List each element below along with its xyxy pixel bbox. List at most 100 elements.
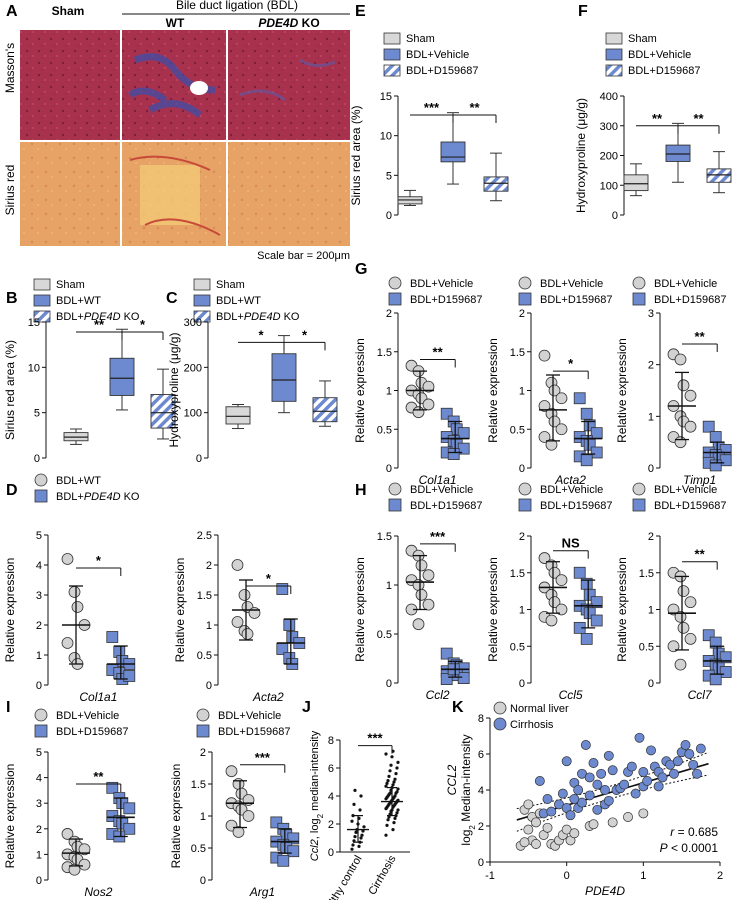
significance-label: ** xyxy=(695,547,706,562)
y-tick-label: 2 xyxy=(36,620,42,632)
data-point-circle xyxy=(71,601,84,613)
gene-label: Timp1 xyxy=(683,473,716,487)
data-point-circle xyxy=(538,552,551,564)
y-tick-label: 8 xyxy=(478,713,484,725)
y-tick-label: 4 xyxy=(36,773,42,785)
panel-c: C Sham BDL+WT BDL+PDE4D KO 0 100 200 300Hydroxy… xyxy=(166,278,338,465)
y-tick-label: 2 xyxy=(36,824,42,836)
point-cirrhosis xyxy=(534,776,545,786)
panel-f: F Sham BDL+Vehicle BDL+D159687 0 100 200 300 400… xyxy=(574,3,732,222)
data-point-square xyxy=(123,802,136,815)
point-cirrhosis xyxy=(592,804,603,815)
y-tick-label: 1 xyxy=(386,580,392,592)
data-point xyxy=(384,784,388,788)
point-cirrhosis xyxy=(561,756,572,767)
y-tick-label: 2 xyxy=(386,308,392,320)
legend-text: BDL+Vehicle xyxy=(654,278,717,290)
data-point xyxy=(396,787,400,791)
legend-marker-circle xyxy=(632,276,646,290)
data-point-square xyxy=(719,666,732,678)
y-axis-label: Relative expression xyxy=(173,558,187,663)
data-point-square xyxy=(580,454,593,467)
legend-label-2: BDL+D159687 xyxy=(628,65,700,77)
data-point-circle xyxy=(684,389,697,402)
data-point xyxy=(357,844,361,849)
significance-label: *** xyxy=(430,529,446,544)
header-ko-suffix: KO xyxy=(298,16,319,30)
y-tick-label: 0.5 xyxy=(510,424,525,436)
legend-label-1: BDL+Vehicle xyxy=(406,49,469,61)
y-tick-label: 5 xyxy=(34,408,40,420)
data-point-square xyxy=(123,822,136,835)
point-normal-liver xyxy=(523,799,534,810)
legend-text-italic: PDE4D xyxy=(244,311,281,323)
legend-label-1: BDL+WT xyxy=(56,295,101,307)
y-tick-label: 3 xyxy=(648,308,654,320)
legend-swatch-1 xyxy=(605,48,623,61)
data-point-square xyxy=(106,781,119,794)
y-tick-label: 1 xyxy=(36,849,42,861)
data-point-circle xyxy=(412,618,425,631)
y-axis-label: Relative expression xyxy=(169,764,183,869)
data-point xyxy=(387,815,391,819)
data-point-circle xyxy=(422,380,435,393)
legend-text: Sham xyxy=(56,279,85,291)
data-point-circle xyxy=(68,863,81,876)
legend-text: BDL+Vehicle xyxy=(410,278,473,290)
significance-label: *** xyxy=(367,731,383,746)
panel-letter: E xyxy=(355,3,366,20)
data-point-square xyxy=(440,647,453,660)
y-tick-label: 2 xyxy=(519,531,525,543)
point-cirrhosis xyxy=(600,785,610,795)
point-cirrhosis xyxy=(569,794,580,804)
data-point-circle xyxy=(677,585,690,598)
y-axis-label: Sirius red area (%) xyxy=(3,340,17,440)
y-label-part: 2 xyxy=(316,813,325,818)
data-point xyxy=(385,823,389,828)
gene-label: Col1a1 xyxy=(79,690,117,704)
data-point xyxy=(390,755,394,759)
data-point-circle xyxy=(667,603,680,616)
x-tick-label: -1 xyxy=(485,870,495,882)
point-cirrhosis xyxy=(657,772,668,783)
data-point xyxy=(350,819,354,823)
y-tick-label: 0 xyxy=(36,680,42,692)
data-point xyxy=(392,780,396,784)
significance-label: * xyxy=(302,327,308,342)
legend-label-2: BDL+D159687 xyxy=(406,65,478,77)
data-point-circle xyxy=(61,828,74,840)
y-label-part: , log xyxy=(309,818,321,839)
y-tick-label: 400 xyxy=(600,91,618,103)
legend-marker-square xyxy=(388,498,402,512)
gene-label: Acta2 xyxy=(252,690,284,704)
point-cirrhosis xyxy=(669,768,679,779)
legend-label-0: BDL+Vehicle xyxy=(654,484,717,496)
data-point-circle xyxy=(548,566,561,579)
y-axis-label: Hydroxyproline (μg/g) xyxy=(167,333,181,448)
point-cirrhosis xyxy=(596,768,607,779)
y-tick-label: 2 xyxy=(648,360,654,372)
data-point-circle xyxy=(241,628,254,640)
significance-label: * xyxy=(568,356,574,371)
box-solid xyxy=(109,357,135,396)
annotation-part: < 0.0001 xyxy=(668,841,719,855)
panel-letter: D xyxy=(6,482,18,499)
data-point-square xyxy=(590,427,603,440)
significance-label: ** xyxy=(695,329,706,344)
legend-label-0: BDL+Vehicle xyxy=(56,710,119,722)
legend-marker-square xyxy=(518,498,532,512)
point-cirrhosis xyxy=(542,794,553,804)
legend-swatch-2 xyxy=(605,64,623,77)
legend-marker-circle xyxy=(632,482,646,496)
box-solid xyxy=(665,144,691,162)
legend-label-0: BDL+Vehicle xyxy=(410,484,473,496)
data-point xyxy=(395,790,399,794)
data-point-circle xyxy=(225,765,238,778)
significance-label: * xyxy=(96,553,102,568)
y-tick-label: 0 xyxy=(206,680,212,692)
y-axis-label: Relative expression xyxy=(353,338,367,443)
point-cirrhosis xyxy=(638,767,649,777)
y-tick-label: 0.5 xyxy=(510,641,525,653)
y-tick-label: 6 xyxy=(328,763,334,775)
panel-letter: J xyxy=(302,699,311,716)
